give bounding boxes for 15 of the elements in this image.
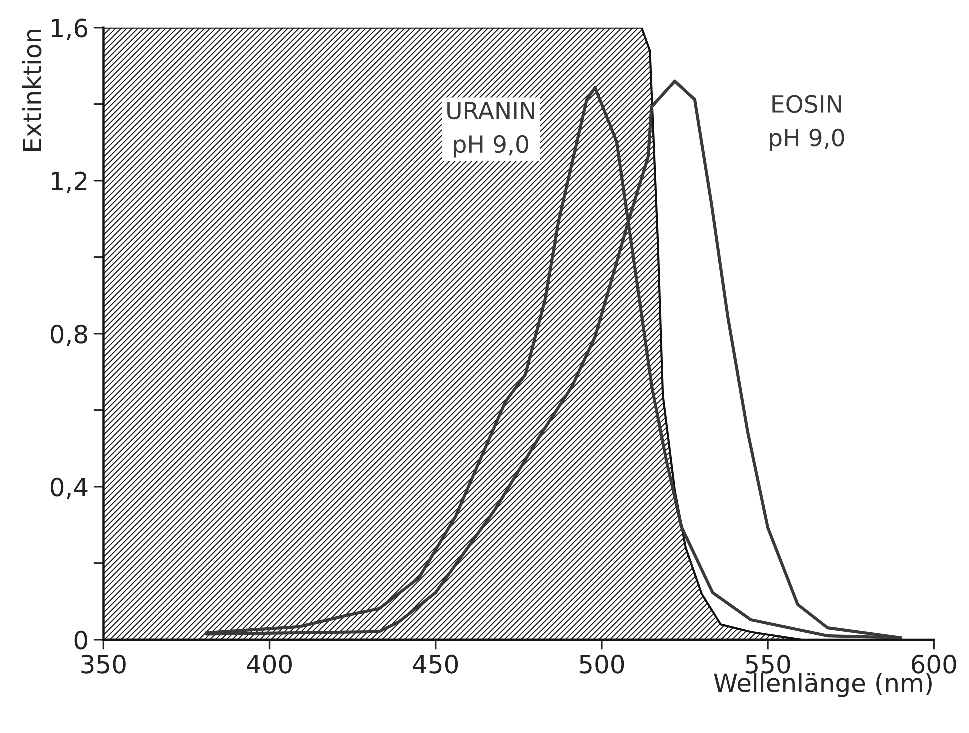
x-tick-label: 600: [912, 654, 956, 674]
x-tick-label: 550: [746, 654, 790, 674]
y-axis-title: Extinktion: [22, 30, 42, 151]
y-tick-label: 1,2: [52, 172, 87, 194]
series-label: URANIN pH 9,0: [448, 102, 534, 158]
x-tick-label: 450: [413, 654, 458, 674]
y-tick-label: 0,4: [50, 478, 88, 500]
y-tick-label: 0: [74, 630, 88, 650]
x-tick-label: 350: [82, 654, 126, 674]
text: EOSIN pH 9,0: [770, 95, 844, 152]
y-tick-label: 0,8: [50, 324, 88, 346]
y-tick-label: 1,6: [52, 18, 88, 40]
x-tick-label: 500: [580, 654, 624, 674]
x-tick-label: 400: [247, 654, 292, 674]
x-axis-title: Wellenlänge (nm): [714, 673, 932, 698]
